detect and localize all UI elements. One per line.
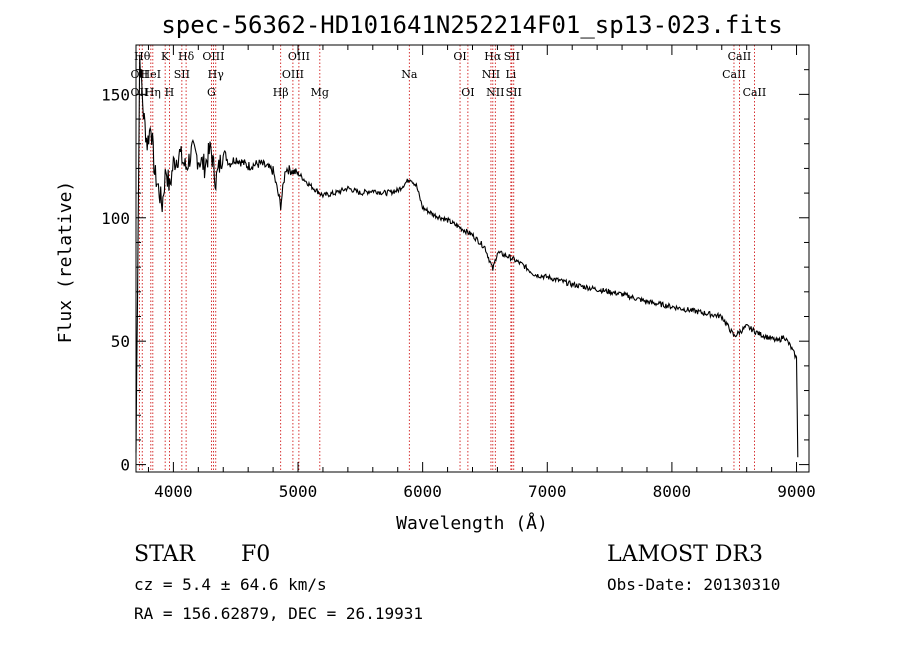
chart-title: spec-56362-HD101641N252214F01_sp13-023.f…	[161, 11, 782, 39]
observation-date: Obs-Date: 20130310	[607, 575, 780, 594]
spectrum-series-line	[135, 54, 799, 458]
line-label: OI	[461, 86, 474, 99]
line-label: HeI	[141, 68, 161, 81]
line-label: H	[165, 86, 175, 99]
y-tick-label: 100	[101, 209, 130, 228]
line-label: OIII	[282, 68, 304, 81]
plot-frame	[135, 44, 810, 473]
line-label: Hδ	[178, 50, 195, 63]
line-label: OIII	[202, 50, 224, 63]
line-label: NII	[482, 68, 500, 81]
x-axis-label: Wavelength (Å)	[396, 512, 548, 534]
line-label: CaII	[722, 68, 746, 81]
x-tick-label: 6000	[403, 482, 442, 501]
line-label: SII	[506, 86, 522, 99]
y-tick-label: 0	[120, 456, 130, 475]
line-label: OI	[453, 50, 466, 63]
x-tick-label: 9000	[777, 482, 816, 501]
line-label: Li	[505, 68, 516, 81]
line-label: Hθ	[134, 50, 151, 63]
object-subclass: F0	[241, 542, 270, 567]
line-label: CaII	[743, 86, 767, 99]
line-label: G	[207, 86, 216, 99]
line-label: Hγ	[208, 68, 225, 81]
line-label: NII	[486, 86, 504, 99]
line-label: Na	[401, 68, 418, 81]
object-class: STAR	[134, 542, 196, 567]
line-label: SII	[174, 68, 190, 81]
line-label: K	[161, 50, 170, 63]
survey-name: LAMOST DR3	[607, 542, 763, 567]
line-label: CaII	[728, 50, 752, 63]
x-tick-label: 8000	[653, 482, 692, 501]
line-label: SII	[504, 50, 520, 63]
line-label: Hη	[145, 86, 161, 99]
x-tick-label: 4000	[154, 482, 193, 501]
line-label: Hα	[484, 50, 502, 63]
redshift-value: cz = 5.4 ± 64.6 km/s	[134, 575, 327, 594]
x-tick-label: 7000	[528, 482, 567, 501]
line-label: Mg	[311, 86, 329, 99]
line-label: Hβ	[273, 86, 289, 99]
axis-ticks: 4000 5000 6000 7000 8000 9000 0 50 100 150	[101, 45, 816, 501]
coordinates: RA = 156.62879, DEC = 26.19931	[134, 604, 423, 623]
y-tick-label: 150	[101, 85, 130, 104]
x-tick-label: 5000	[279, 482, 318, 501]
line-label: OIII	[288, 50, 310, 63]
y-tick-label: 50	[111, 332, 130, 351]
y-axis-label: Flux (relative)	[55, 181, 76, 344]
